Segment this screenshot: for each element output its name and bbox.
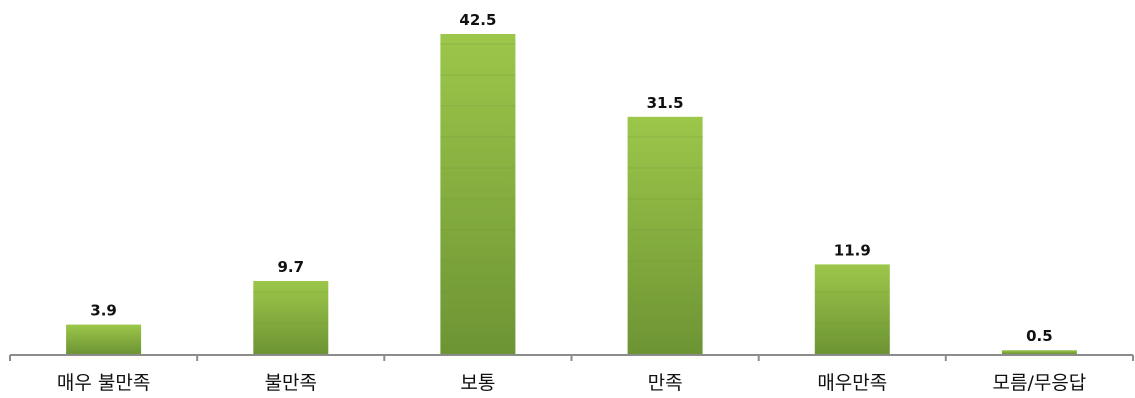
bar — [627, 116, 703, 354]
x-tick-label: 모름/무응답 — [992, 372, 1086, 394]
bars-layer — [66, 34, 1077, 354]
bar-group — [253, 281, 329, 354]
x-axis — [9, 354, 1134, 361]
bar — [66, 324, 142, 354]
data-label: 31.5 — [647, 94, 684, 112]
bar — [1001, 350, 1077, 354]
bar-group — [627, 116, 703, 354]
bar-group — [814, 264, 890, 354]
bar — [440, 34, 516, 354]
bar — [253, 281, 329, 354]
x-tick-label: 보통 — [460, 372, 495, 394]
labels-layer: 3.9 매우 불만족 9.7 불만족 42.5 보통 31.5 만족 11.9 매우만족 0.5 모름… — [57, 11, 1086, 394]
data-label: 0.5 — [1026, 327, 1053, 345]
x-tick-label: 불만족 — [265, 372, 317, 394]
data-label: 3.9 — [90, 302, 117, 320]
x-tick-label: 만족 — [648, 372, 683, 394]
bar-group — [440, 34, 516, 354]
data-label: 9.7 — [278, 258, 305, 276]
data-label: 11.9 — [834, 241, 871, 259]
bar-group — [1001, 350, 1077, 354]
data-label: 42.5 — [459, 11, 496, 29]
bar — [814, 264, 890, 354]
x-tick-label: 매우 불만족 — [57, 372, 150, 394]
x-tick-label: 매우만족 — [817, 372, 887, 394]
bar-group — [66, 324, 142, 354]
